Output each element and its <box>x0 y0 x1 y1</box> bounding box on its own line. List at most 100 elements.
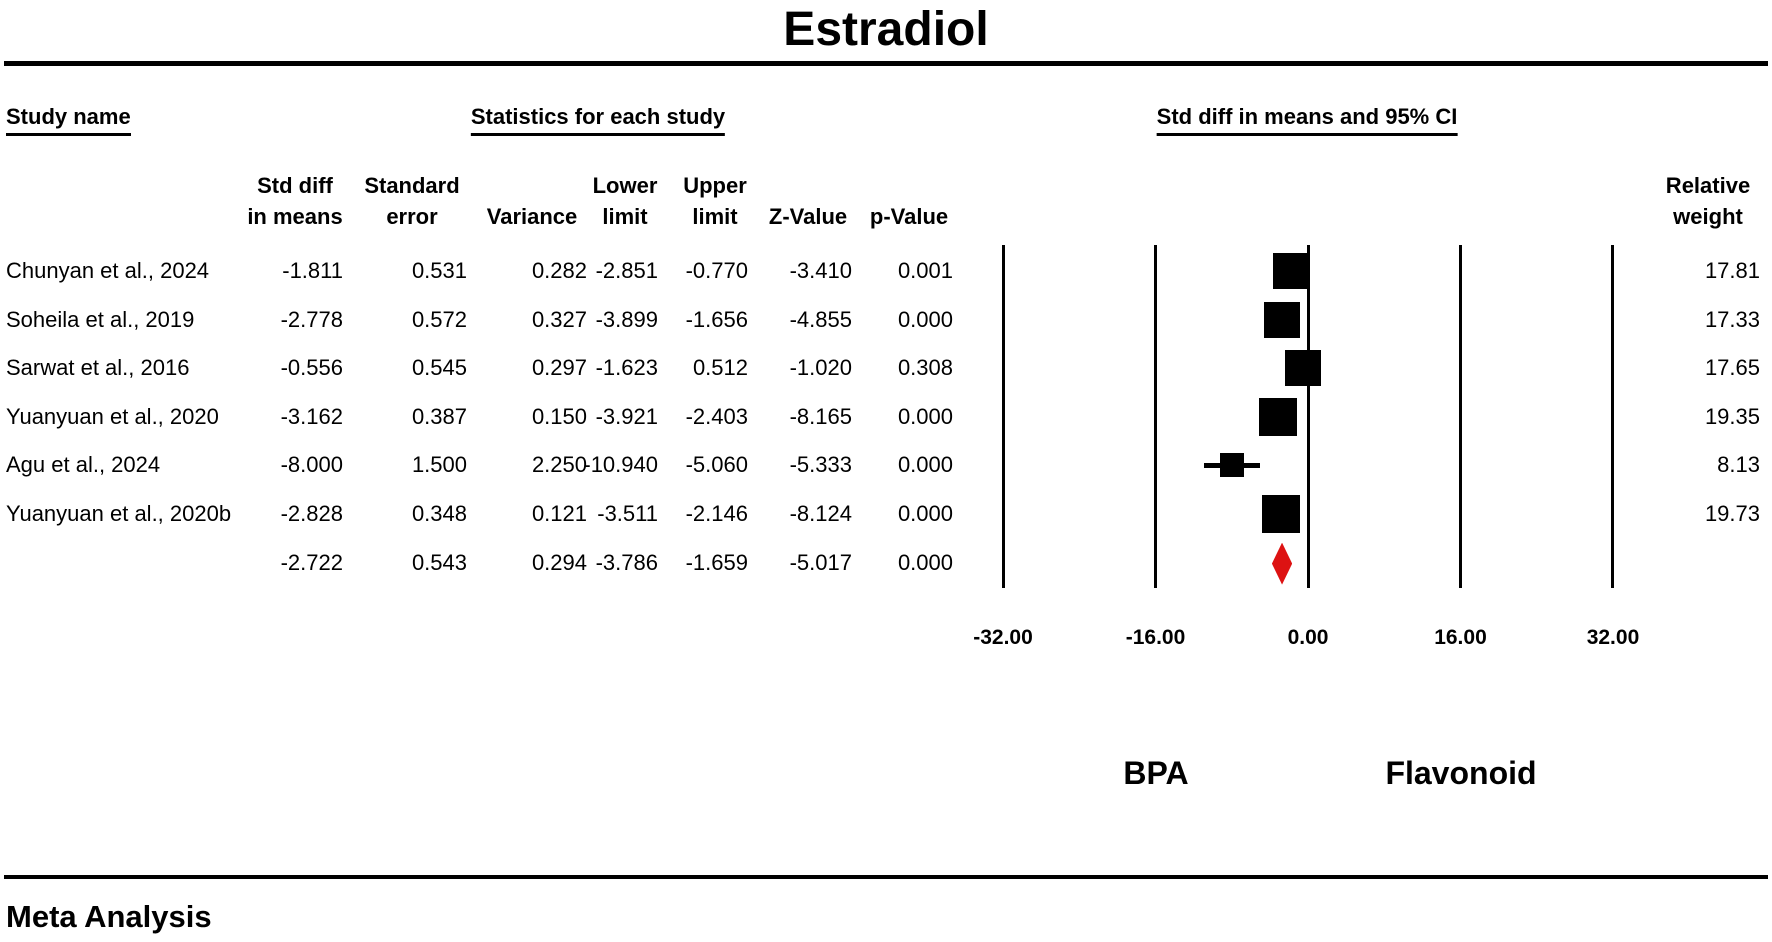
cell-variance: 0.294 <box>531 549 587 575</box>
cell-upper: -5.060 <box>685 452 748 478</box>
cell-z: -8.124 <box>789 501 852 526</box>
column-header-line <box>487 170 578 201</box>
effect-square <box>1258 397 1297 436</box>
axis-line <box>1306 245 1310 588</box>
column-header-line: Standard <box>364 173 460 198</box>
column-header-line: weight <box>1673 204 1743 229</box>
column-header-line <box>870 170 948 201</box>
cell-std_err: 0.531 <box>411 258 467 283</box>
cell-std_diff: -1.811 <box>282 258 343 283</box>
cell-lower: -3.921 <box>595 403 658 429</box>
cell-p: 0.308 <box>897 355 953 381</box>
table-row: Chunyan et al., 2024 -1.811 0.531 0.282 -2.8… <box>0 256 1772 286</box>
cell-relative-weight: 19.73 <box>1704 501 1760 526</box>
column-header-line: Std diff <box>257 173 333 198</box>
axis-tick-label: 16.00 <box>1434 626 1487 649</box>
table-row: Sarwat et al., 2016 -0.556 0.545 0.297 -1.62… <box>0 353 1772 383</box>
column-header-z-value: Z-Value <box>769 170 847 232</box>
axis-line <box>1001 245 1005 588</box>
column-header-line: Upper <box>683 173 747 198</box>
axis-line <box>1611 245 1615 588</box>
cell-variance: 2.250 <box>531 452 587 478</box>
column-header-line: Variance <box>486 204 578 229</box>
cell-variance: 0.121 <box>531 501 587 526</box>
column-header-line <box>769 170 847 201</box>
cell-upper: -2.403 <box>685 403 748 429</box>
cell-lower: -3.899 <box>595 306 658 332</box>
cell-upper: -0.770 <box>685 258 748 283</box>
cell-p: 0.000 <box>897 501 953 526</box>
cell-std_diff: -8.000 <box>280 452 343 478</box>
cell-std_diff: -3.162 <box>280 403 343 429</box>
effect-square <box>1263 301 1300 338</box>
top-divider <box>4 61 1768 66</box>
axis-tick-label: -16.00 <box>1125 626 1186 649</box>
column-header-line: error <box>386 204 438 229</box>
cell-variance: 0.150 <box>531 403 587 429</box>
statistics-header: Statistics for each study <box>470 104 726 136</box>
column-header-variance: Variance <box>487 170 578 232</box>
study-name: Yuanyuan et al., 2020 <box>6 403 219 429</box>
cell-variance: 0.297 <box>531 355 587 381</box>
study-name: Chunyan et al., 2024 <box>6 258 210 283</box>
column-header-line: Relative <box>1665 173 1751 198</box>
summary-row: -2.722 0.543 0.294 -3.786 -1.659 -5.017 0.000 <box>0 548 1772 578</box>
cell-std_err: 0.572 <box>411 306 467 332</box>
study-name: Yuanyuan et al., 2020b <box>6 501 232 526</box>
study-name-header: Study name <box>6 104 131 136</box>
cell-std_err: 0.545 <box>411 355 467 381</box>
axis-tick-label: 0.00 <box>1287 626 1329 649</box>
column-header-standard-error: Standard error <box>364 170 459 232</box>
cell-relative-weight: 17.81 <box>1704 258 1760 283</box>
ci-plot-header: Std diff in means and 95% CI <box>1156 104 1458 136</box>
cell-std_diff: -2.778 <box>280 306 343 332</box>
cell-lower: -10.940 <box>583 452 658 478</box>
cell-p: 0.000 <box>897 306 953 332</box>
table-row: Yuanyuan et al., 2020 -3.162 0.387 0.150 -3.… <box>0 402 1772 432</box>
axis-tick-label: 32.00 <box>1586 626 1640 649</box>
cell-upper: -1.659 <box>685 549 748 575</box>
cell-p: 0.000 <box>897 452 953 478</box>
cell-upper: 0.512 <box>692 355 748 381</box>
cell-z: -5.333 <box>789 452 852 478</box>
cell-p: 0.001 <box>897 258 953 283</box>
column-header-line: limit <box>602 204 648 229</box>
cell-variance: 0.327 <box>531 306 587 332</box>
column-header-upper-limit: Upper limit <box>683 170 747 232</box>
cell-p: 0.000 <box>897 549 953 575</box>
cell-z: -4.855 <box>789 306 852 332</box>
cell-lower: -3.786 <box>595 549 658 575</box>
cell-z: -3.410 <box>789 258 852 283</box>
column-header-line: p-Value <box>869 204 949 229</box>
cell-lower: -1.623 <box>595 355 658 381</box>
column-header-line: Z-Value <box>768 204 848 229</box>
cell-z: -1.020 <box>789 355 852 381</box>
bottom-divider <box>4 875 1768 879</box>
axis-line <box>1154 245 1157 588</box>
effect-square <box>1262 495 1301 533</box>
cell-std_err: 0.387 <box>411 403 467 429</box>
cell-std_diff: -2.722 <box>280 549 343 575</box>
cell-std_diff: -0.556 <box>280 355 343 381</box>
table-row: Soheila et al., 2019 -2.778 0.572 0.327 -3.8… <box>0 305 1772 335</box>
table-row: Agu et al., 2024 -8.000 1.500 2.250 -10.940 -… <box>0 450 1772 480</box>
cell-relative-weight: 8.13 <box>1717 452 1760 478</box>
cell-z: -5.017 <box>789 549 852 575</box>
cell-relative-weight: 17.65 <box>1704 355 1760 381</box>
effect-square <box>1219 453 1244 478</box>
column-header-relative-weight: Relative weight <box>1666 170 1750 232</box>
study-name: Agu et al., 2024 <box>6 452 161 478</box>
cell-variance: 0.282 <box>531 258 587 283</box>
cell-std_err: 0.348 <box>411 501 467 526</box>
meta-analysis-label: Meta Analysis <box>6 899 212 934</box>
page-title: Estradiol <box>783 3 989 56</box>
group-label-left: BPA <box>1123 755 1189 791</box>
cell-std_err: 1.500 <box>411 452 467 478</box>
column-header-line: limit <box>692 204 738 229</box>
column-header-p-value: p-Value <box>870 170 948 232</box>
cell-p: 0.000 <box>897 403 953 429</box>
cell-relative-weight: 19.35 <box>1704 403 1760 429</box>
column-header-line: in means <box>247 204 343 229</box>
study-name: Sarwat et al., 2016 <box>6 355 190 381</box>
